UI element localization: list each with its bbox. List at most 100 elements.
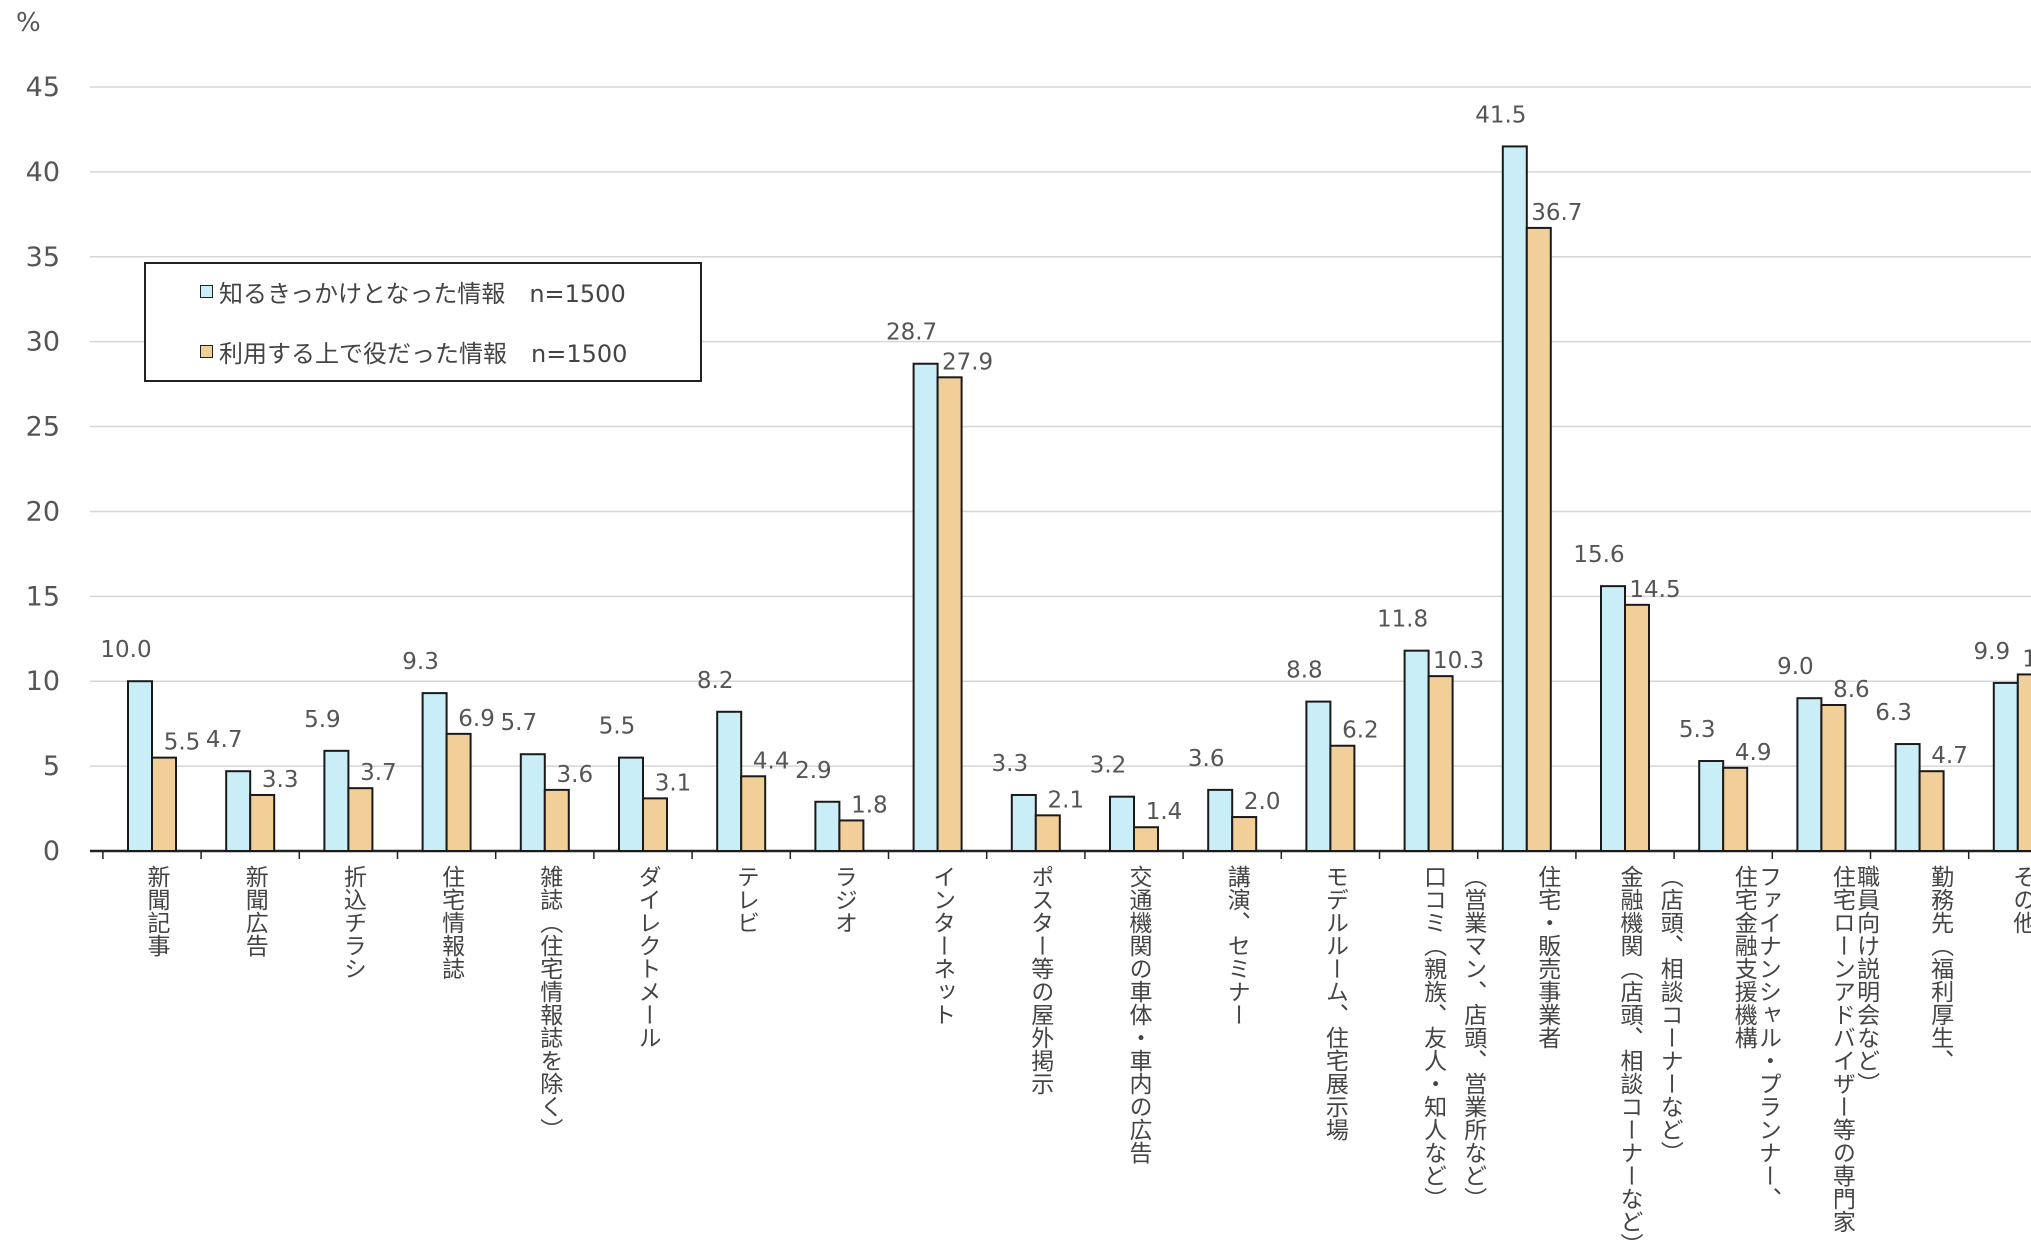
- y-axis-unit: %: [16, 8, 41, 38]
- x-category-label: 住宅ローンアドバイザー等の専門家: [1828, 865, 1856, 1233]
- bar-series-2: [1918, 770, 1945, 853]
- bar-series-2: [151, 756, 177, 852]
- bar-series-2: [1624, 603, 1650, 852]
- data-label-series-1: 2.9: [795, 758, 832, 784]
- data-label-series-2: 3.1: [655, 770, 692, 796]
- data-label-series-2: 3.3: [262, 767, 299, 793]
- data-label-series-1: 28.7: [886, 320, 937, 346]
- bar-series-2: [1231, 816, 1258, 852]
- x-category-label: 勤務先（福利厚生、: [1927, 865, 1955, 1072]
- data-label-series-1: 4.7: [206, 727, 243, 753]
- legend-label-series-1: 知るきっかけとなった情報 n=1500: [219, 279, 626, 308]
- bar-series-1: [1698, 760, 1725, 852]
- bar-series-2: [1525, 226, 1552, 853]
- data-label-series-2: 1.8: [851, 792, 888, 818]
- data-label-series-1: 10.0: [100, 637, 151, 663]
- data-label-series-2: 6.9: [458, 706, 495, 732]
- bar-series-1: [519, 753, 546, 853]
- x-category-label: ラジオ: [830, 865, 856, 934]
- bar-series-2: [740, 775, 767, 853]
- data-label-series-2: 27.9: [942, 349, 993, 375]
- data-label-series-1: 3.6: [1188, 746, 1225, 772]
- bar-series-1: [1992, 681, 2019, 852]
- data-label-series-2: 8.6: [1833, 677, 1870, 703]
- bar-series-1: [1010, 793, 1037, 852]
- data-label-series-1: 3.2: [1090, 753, 1127, 779]
- data-label-series-2: 3.6: [557, 762, 594, 788]
- legend-item-series-2: 利用する上で役だった情報 n=1500: [200, 334, 627, 368]
- bar-series-1: [912, 362, 939, 852]
- bar-series-1: [716, 710, 743, 852]
- data-label-series-2: 3.7: [360, 760, 397, 786]
- y-tick-label: 25: [26, 412, 60, 443]
- x-category-label: テレビ: [732, 865, 758, 934]
- bar-series-2: [1427, 675, 1454, 853]
- bar-series-1: [1600, 585, 1626, 852]
- data-label-series-1: 6.3: [1875, 700, 1912, 726]
- y-tick-label: 35: [26, 242, 60, 273]
- bar-series-1: [618, 756, 644, 852]
- x-category-label: 新聞記事: [143, 865, 171, 957]
- data-label-series-2: 2.1: [1048, 787, 1085, 813]
- y-tick-label: 20: [26, 496, 60, 527]
- data-label-series-1: 5.7: [501, 710, 538, 736]
- data-label-series-2: 10.4: [2022, 646, 2031, 672]
- legend-swatch-series-2: [200, 344, 213, 358]
- data-label-series-2: 10.3: [1433, 648, 1484, 674]
- bar-series-1: [1403, 649, 1430, 853]
- x-category-label: （店頭、相談コーナーなど）: [1656, 865, 1684, 1164]
- x-category-label: 折込チラシ: [339, 865, 367, 980]
- data-label-series-1: 8.2: [697, 668, 734, 694]
- data-label-series-1: 9.3: [402, 649, 439, 675]
- bar-series-2: [936, 376, 963, 852]
- x-category-label: 雑誌（住宅情報誌を除く）: [536, 865, 564, 1141]
- x-category-label: ダイレクトメール: [634, 865, 661, 1049]
- legend: 知るきっかけとなった情報 n=1500 利用する上で役だった情報 n=1500: [144, 262, 702, 382]
- data-label-series-1: 41.5: [1475, 102, 1526, 128]
- data-label-series-2: 4.4: [753, 748, 790, 774]
- legend-item-series-1: 知るきっかけとなった情報 n=1500: [200, 274, 626, 308]
- bar-series-2: [1034, 814, 1061, 853]
- data-label-series-1: 11.8: [1377, 607, 1428, 633]
- bar-series-1: [1207, 788, 1234, 853]
- legend-swatch-series-1: [200, 284, 213, 298]
- data-label-series-2: 36.7: [1531, 200, 1582, 226]
- bar-series-2: [347, 787, 374, 853]
- data-label-series-2: 5.5: [164, 730, 201, 756]
- bar-series-2: [1722, 766, 1749, 853]
- x-category-label: インターネット: [929, 865, 955, 1026]
- data-label-series-1: 8.8: [1286, 658, 1323, 684]
- y-tick-label: 40: [26, 157, 60, 188]
- bar-series-1: [1796, 697, 1823, 853]
- bar-series-1: [1501, 145, 1528, 852]
- bar-series-1: [225, 770, 252, 853]
- x-category-label: その他: [2009, 865, 2031, 934]
- x-category-label: 住宅情報誌: [438, 865, 466, 980]
- data-label-series-1: 5.3: [1679, 717, 1716, 743]
- data-label-series-2: 4.9: [1735, 740, 1772, 766]
- x-category-label: 新聞広告: [241, 865, 269, 957]
- bar-series-2: [1133, 826, 1159, 853]
- bar-series-1: [1305, 700, 1332, 853]
- bar-series-1: [127, 680, 153, 852]
- bar-series-2: [1329, 744, 1356, 853]
- data-label-series-2: 4.7: [1931, 743, 1968, 769]
- x-category-label: 住宅金融支援機構: [1730, 865, 1758, 1049]
- data-label-series-1: 9.9: [1974, 639, 2011, 665]
- y-tick-label: 5: [43, 751, 60, 782]
- x-category-label: 講演、セミナー: [1223, 865, 1251, 1026]
- data-label-series-2: 6.2: [1342, 718, 1379, 744]
- y-tick-label: 0: [43, 836, 60, 867]
- data-label-series-2: 1.4: [1146, 799, 1183, 825]
- x-category-label: 交通機関の車体・車内の広告: [1125, 865, 1153, 1164]
- x-category-label: 職員向け説明会など）: [1853, 865, 1881, 1095]
- bar-series-1: [421, 692, 448, 853]
- bar-series-2: [543, 788, 570, 853]
- bar-series-1: [1109, 795, 1135, 852]
- bar-series-2: [2016, 673, 2031, 852]
- x-category-label: 住宅・販売事業者: [1534, 865, 1562, 1049]
- bar-series-1: [814, 800, 841, 853]
- legend-label-series-2: 利用する上で役だった情報 n=1500: [219, 339, 628, 368]
